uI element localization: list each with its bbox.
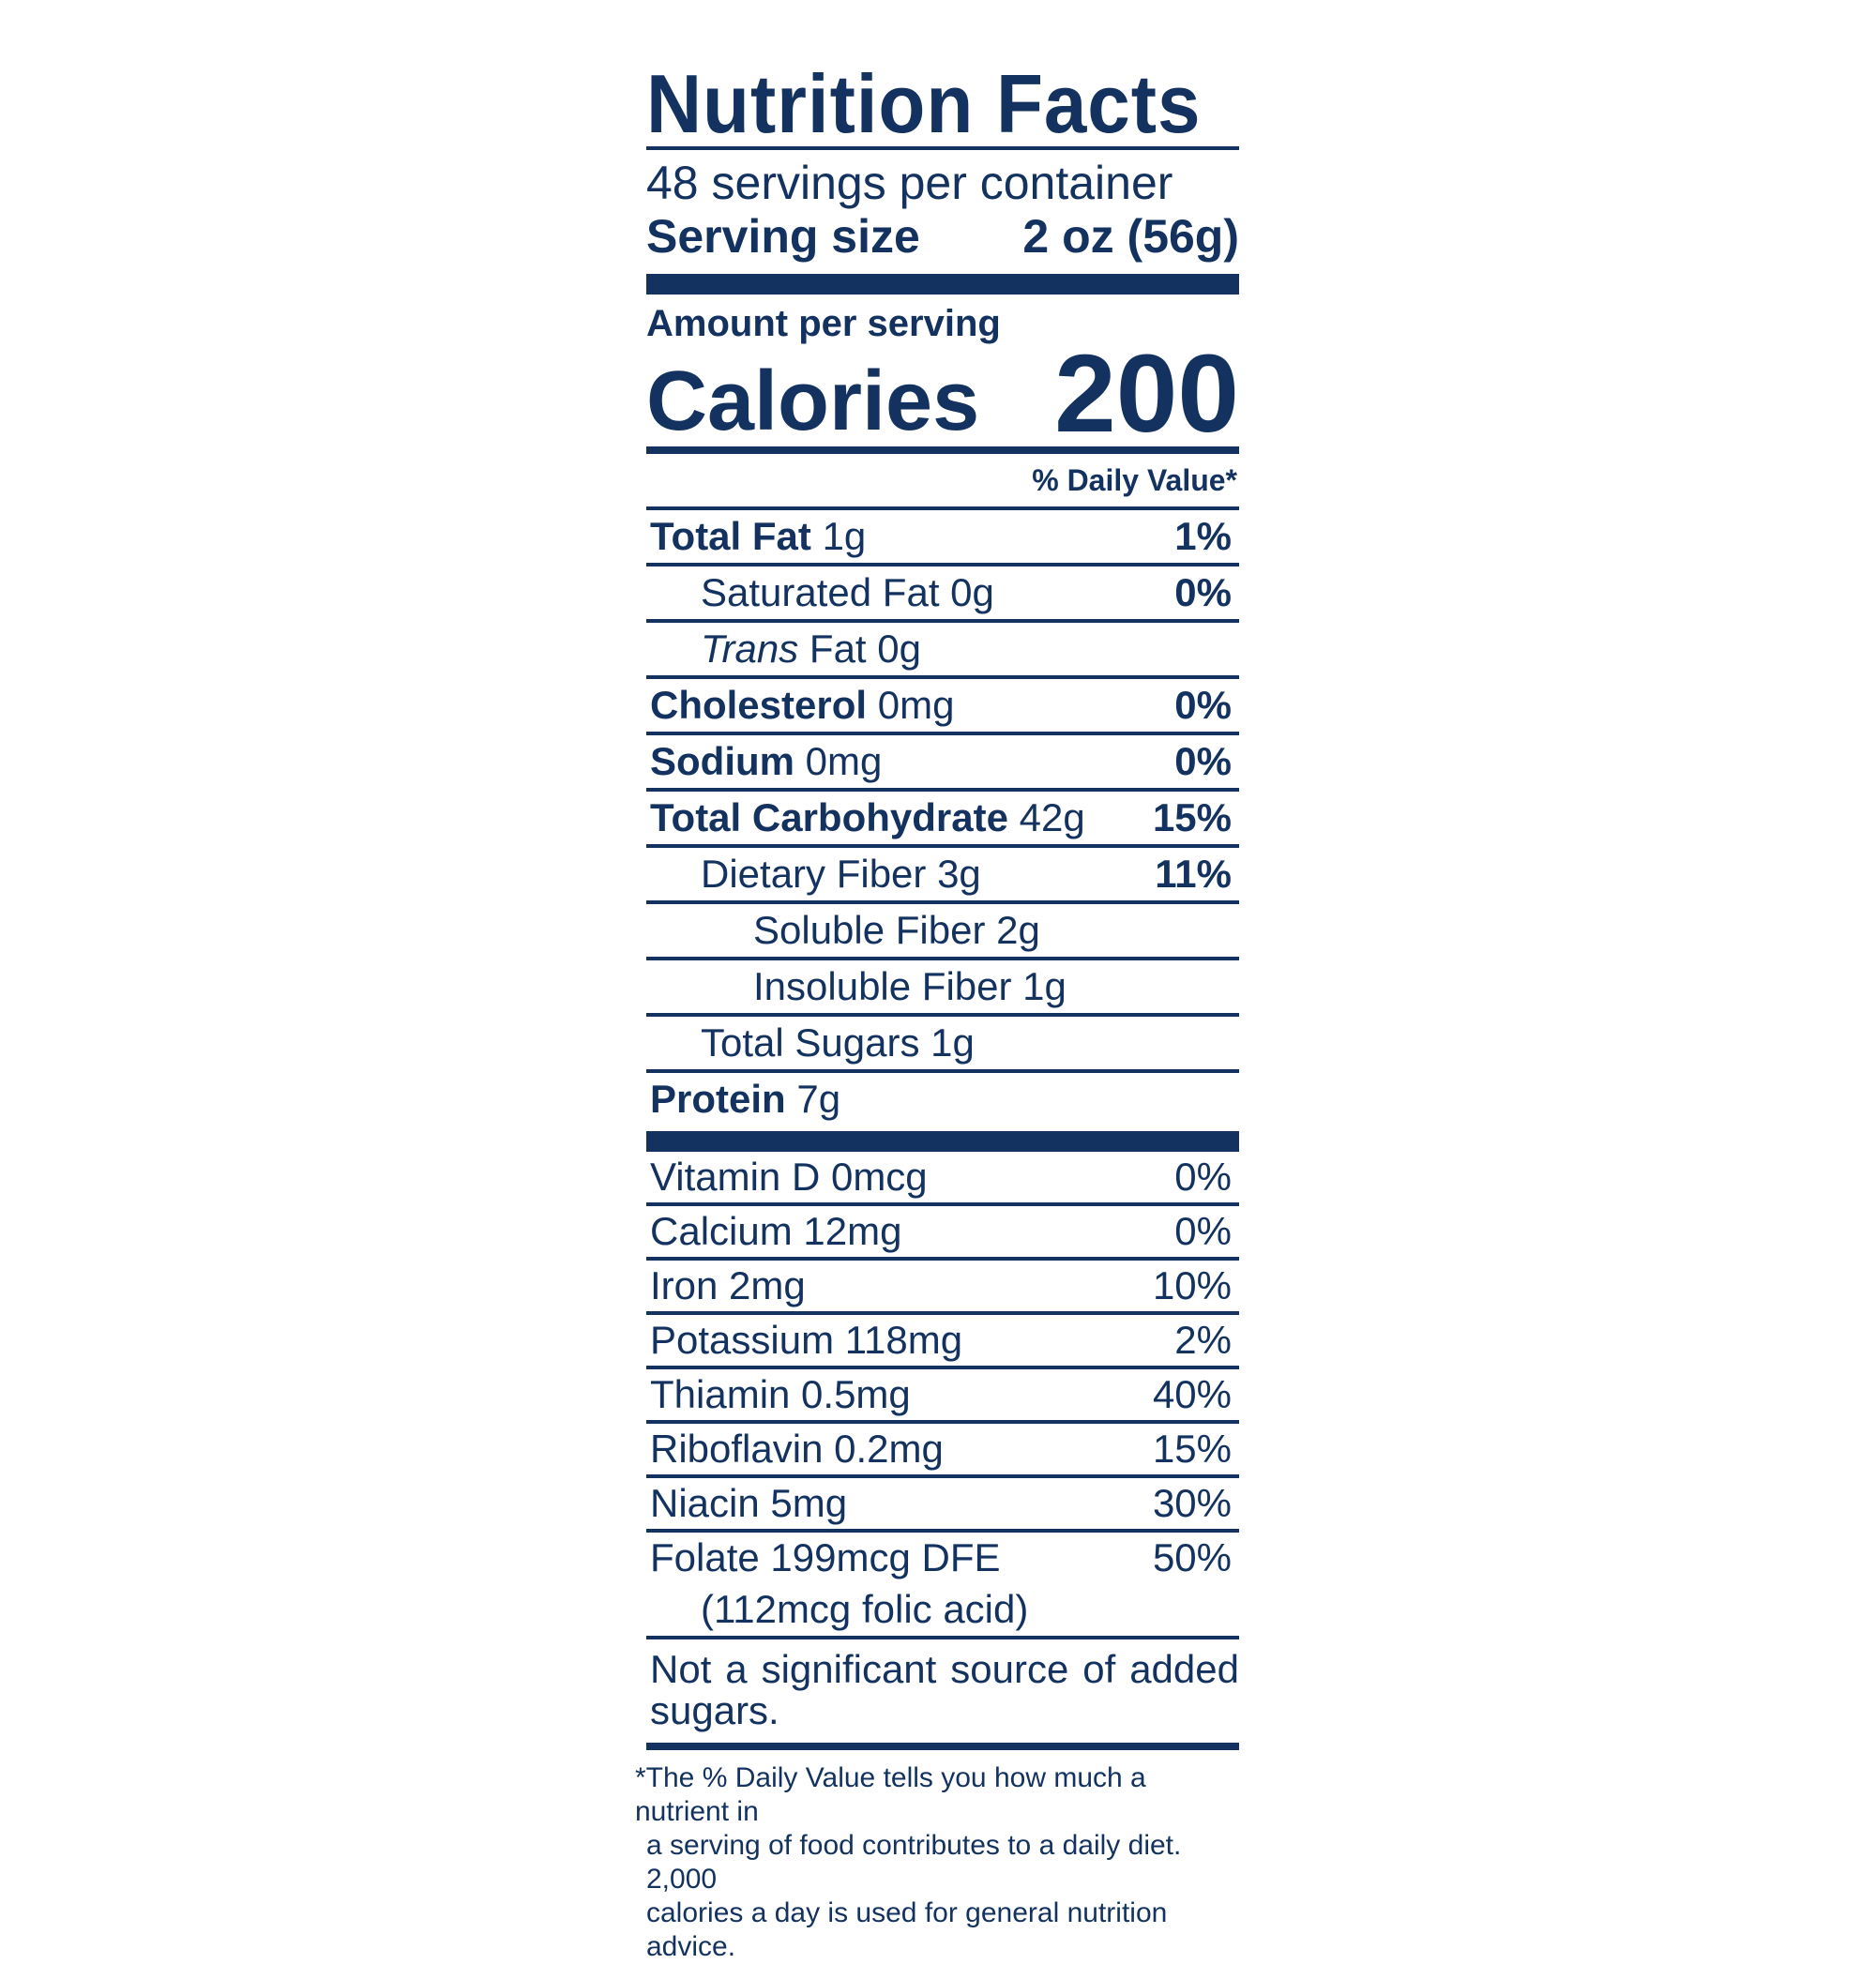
nutrient-row-sodium: Sodium 0mg 0% (646, 735, 1239, 792)
vitamin-text: Vitamin D 0mcg (650, 1155, 928, 1199)
calories-value: 200 (1054, 332, 1239, 456)
divider (646, 506, 1239, 510)
vitamin-dv: 2% (1174, 1318, 1232, 1362)
serving-size-row: Serving size 2 oz (56g) (646, 210, 1239, 263)
vitamin-row: Thiamin 0.5mg 40% (646, 1369, 1239, 1424)
label-title: Nutrition Facts (646, 57, 1202, 150)
nutrient-amount: 0g (877, 627, 921, 671)
vitamin-text: Niacin 5mg (650, 1481, 848, 1525)
vitamin-row: Iron 2mg 10% (646, 1261, 1239, 1315)
nutrient-name: Trans (701, 627, 799, 671)
nutrient-row-dietary-fiber: Dietary Fiber 3g 11% (646, 848, 1239, 904)
vitamin-dv: 0% (1174, 1155, 1232, 1199)
nutrient-row-total-sugars: Total Sugars 1g (646, 1017, 1239, 1073)
nutrient-name: Saturated Fat (701, 570, 940, 614)
nutrient-name: Dietary Fiber (701, 852, 927, 896)
nutrient-dv: 0% (1174, 739, 1232, 783)
nutrient-row-trans-fat: Trans Fat 0g (646, 623, 1239, 679)
serving-size-label: Serving size (646, 210, 920, 263)
vitamin-dv: 40% (1152, 1372, 1232, 1416)
nutrient-row-total-carbohydrate: Total Carbohydrate 42g 15% (646, 792, 1239, 848)
vitamin-row: Potassium 118mg 2% (646, 1315, 1239, 1369)
nutrient-name: Total Carbohydrate (650, 795, 1008, 839)
vitamin-row: Niacin 5mg 30% (646, 1478, 1239, 1533)
folic-acid-line: (112mcg folic acid) (646, 1583, 1239, 1639)
nutrient-amount: 2g (996, 908, 1040, 952)
nutrient-amount: 0mg (805, 739, 883, 783)
vitamin-text: Potassium 118mg (650, 1318, 963, 1362)
thick-divider (646, 274, 1239, 295)
vitamin-row: Calcium 12mg 0% (646, 1206, 1239, 1261)
nutrient-name-rest: Fat (809, 627, 867, 671)
vitamin-text: Thiamin 0.5mg (650, 1372, 911, 1416)
footnote-line: calories a day is used for general nutri… (646, 1897, 1168, 1962)
divider (646, 146, 1239, 150)
nutrient-amount: 1g (1022, 964, 1067, 1008)
vitamin-row: Riboflavin 0.2mg 15% (646, 1424, 1239, 1478)
servings-per-container: 48 servings per container (646, 157, 1173, 209)
thick-divider (646, 1131, 1239, 1152)
nutrient-name: Protein (650, 1077, 786, 1121)
nutrient-amount: 1g (930, 1020, 975, 1065)
nutrient-name: Insoluble Fiber (753, 964, 1012, 1008)
serving-size-value: 2 oz (56g) (1022, 210, 1239, 263)
nutrient-row-protein: Protein 7g (646, 1073, 1239, 1126)
vitamin-row: Vitamin D 0mcg 0% (646, 1152, 1239, 1206)
nutrient-amount: 1g (822, 514, 867, 558)
nutrition-facts-label: Nutrition Facts 48 servings per containe… (635, 57, 1239, 1964)
calories-label: Calories (646, 355, 980, 448)
vitamin-dv: 30% (1152, 1481, 1232, 1525)
nutrient-amount: 7g (796, 1077, 841, 1121)
vitamin-row: Folate 199mcg DFE 50% (646, 1533, 1239, 1583)
nutrient-row-soluble-fiber: Soluble Fiber 2g (646, 904, 1239, 960)
nutrient-dv: 11% (1155, 852, 1232, 896)
footnote-line: a serving of food contributes to a daily… (646, 1830, 1182, 1895)
nutrient-name: Cholesterol (650, 683, 868, 727)
nutrient-amount: 42g (1019, 795, 1085, 839)
nutrient-dv: 0% (1174, 683, 1232, 727)
nutrient-row-insoluble-fiber: Insoluble Fiber 1g (646, 960, 1239, 1017)
nutrient-amount: 0g (950, 570, 994, 614)
nutrient-amount: 0mg (877, 683, 955, 727)
vitamin-text: Calcium 12mg (650, 1209, 902, 1253)
nutrient-dv: 15% (1152, 795, 1232, 839)
vitamin-dv: 15% (1152, 1427, 1232, 1471)
vitamin-text: Riboflavin 0.2mg (650, 1427, 944, 1471)
medium-divider (646, 446, 1239, 454)
nutrient-row-total-fat: Total Fat 1g 1% (646, 510, 1239, 567)
vitamin-dv: 0% (1174, 1209, 1232, 1253)
nutrient-name: Total Sugars (701, 1020, 920, 1065)
footnote-line: *The % Daily Value tells you how much a … (635, 1762, 1146, 1827)
nutrient-dv: 0% (1174, 570, 1232, 614)
vitamin-dv: 10% (1152, 1263, 1232, 1307)
vitamin-text: Folate 199mcg DFE (650, 1535, 1001, 1579)
nutrient-row-saturated-fat: Saturated Fat 0g 0% (646, 567, 1239, 623)
vitamin-dv: 50% (1152, 1535, 1232, 1579)
daily-value-footnote: *The % Daily Value tells you how much a … (635, 1761, 1239, 1964)
nutrient-name: Soluble Fiber (753, 908, 986, 952)
nutrient-name: Sodium (650, 739, 794, 783)
nutrient-row-cholesterol: Cholesterol 0mg 0% (646, 679, 1239, 735)
medium-divider (646, 1743, 1239, 1750)
nutrient-amount: 3g (937, 852, 981, 896)
added-sugars-note: Not a significant source of added sugars… (650, 1647, 1239, 1732)
calories-row: Calories 200 (646, 332, 1239, 456)
nutrient-dv: 1% (1174, 514, 1232, 558)
vitamin-text: Iron 2mg (650, 1263, 806, 1307)
daily-value-header: % Daily Value* (1032, 463, 1237, 497)
amount-per-serving: Amount per serving (646, 303, 1001, 344)
nutrient-name: Total Fat (650, 514, 811, 558)
